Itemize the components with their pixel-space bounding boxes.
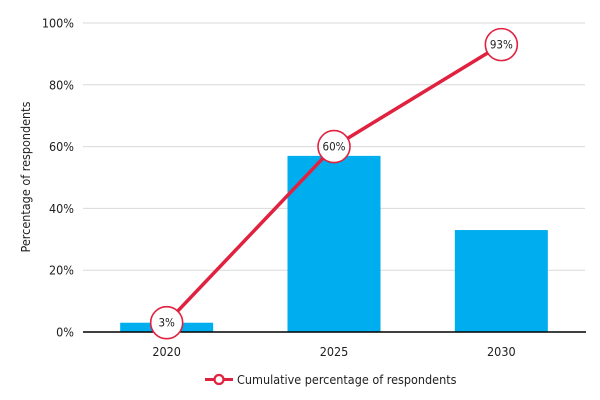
- point-label-2020: 3%: [158, 316, 175, 330]
- y-tick-label-40: 40%: [49, 201, 74, 216]
- x-tick-label-2030: 2030: [487, 344, 516, 359]
- y-axis-tick-labels: 0% 20% 40% 60% 80% 100%: [42, 16, 74, 340]
- legend-circle-marker-icon: [213, 373, 225, 386]
- legend: Cumulative percentage of respondents: [205, 372, 457, 387]
- line-series-layer: 3% 60% 93%: [149, 27, 519, 340]
- bar-2025: [287, 155, 381, 332]
- point-marker-2025: [317, 129, 351, 164]
- point-marker-2030: [484, 27, 519, 62]
- point-label-2030: 93%: [490, 38, 513, 52]
- y-axis-title: Percentage of respondents: [18, 101, 33, 252]
- x-tick-label-2020: 2020: [152, 344, 181, 359]
- y-tick-label-100: 100%: [42, 16, 74, 31]
- point-marker-2020: [149, 305, 184, 340]
- y-tick-label-80: 80%: [49, 77, 74, 92]
- bar-2030: [454, 230, 548, 332]
- y-tick-label-0: 0%: [56, 325, 74, 340]
- y-tick-label-20: 20%: [49, 263, 74, 278]
- x-tick-label-2025: 2025: [320, 344, 349, 359]
- legend-label: Cumulative percentage of respondents: [237, 372, 457, 387]
- y-tick-label-60: 60%: [49, 139, 74, 154]
- point-label-2025: 60%: [323, 140, 346, 154]
